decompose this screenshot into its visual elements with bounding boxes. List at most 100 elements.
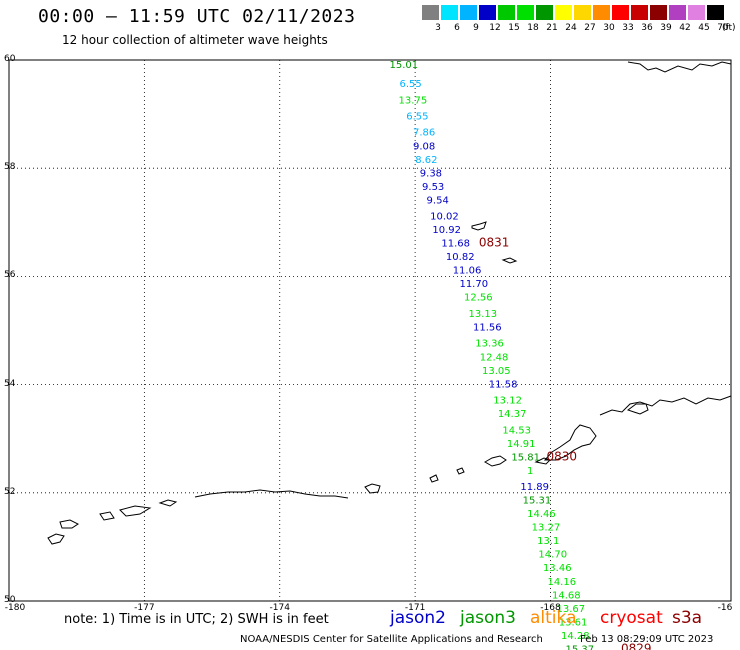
swh-value: 13.12 — [493, 396, 522, 407]
lat-tick-label: 50 — [4, 595, 16, 605]
legend-label: 27 — [584, 23, 596, 33]
lat-tick-label: 60 — [4, 54, 16, 64]
lon-tick-label: -174 — [269, 603, 290, 613]
mission-label: s3a — [672, 608, 703, 628]
legend-label: 24 — [565, 23, 577, 33]
legend-label: 12 — [489, 23, 501, 33]
alaska-mainland-coast — [627, 61, 732, 73]
swh-value: 14.28 — [561, 631, 590, 642]
swh-value: 13.1 — [537, 536, 559, 547]
lon-tick-label: -180 — [4, 603, 26, 613]
legend-unit: (ft) — [722, 23, 736, 33]
legend-label: 6 — [454, 23, 460, 33]
swh-value: 14.37 — [498, 409, 527, 420]
legend-swatch — [517, 5, 534, 20]
mission-label: cryosat — [600, 608, 663, 628]
swh-value: 14.16 — [547, 577, 576, 588]
note-text: note: 1) Time is in UTC; 2) SWH is in fe… — [64, 612, 329, 627]
footer-credit: NOAA/NESDIS Center for Satellite Applica… — [240, 634, 543, 645]
swh-value: 11.06 — [453, 266, 482, 277]
swh-value: 14.46 — [527, 509, 556, 520]
legend-swatch — [574, 5, 591, 20]
swh-value: 9.54 — [427, 195, 449, 206]
legend-swatch — [612, 5, 629, 20]
swh-value: 13.46 — [543, 563, 572, 574]
mission-label: jason3 — [460, 608, 516, 628]
swh-value: 6.55 — [406, 112, 428, 123]
alaska-peninsula — [599, 395, 732, 416]
swh-value: 13.75 — [399, 95, 428, 106]
unalaska-island — [543, 424, 597, 461]
swh-value: 13.27 — [532, 523, 561, 534]
coastline — [47, 61, 732, 545]
swh-value: 15.81 — [511, 452, 540, 463]
legend-label: 45 — [698, 23, 710, 33]
unimak-island — [626, 403, 649, 415]
swh-value: 12.56 — [464, 293, 493, 304]
near-islands — [59, 519, 79, 529]
swh-value: 13.61 — [559, 617, 588, 628]
mission-label: jason2 — [390, 608, 446, 628]
page-subtitle: 12 hour collection of altimeter wave hei… — [62, 33, 328, 47]
pass-time-label: 0829 — [621, 641, 652, 650]
legend-label: 3 — [435, 23, 441, 33]
mission-label: altika — [530, 608, 577, 628]
legend-label: 9 — [473, 23, 479, 33]
altimeter-observations: 15.01 6.55 13.75 6.55 7.86 9.08 8.62 9.38 9.53 9.… — [390, 60, 595, 650]
swh-value: 10.02 — [430, 212, 459, 223]
rat-islands — [158, 499, 178, 507]
lon-tick-label: -177 — [134, 603, 155, 613]
footer-timestamp: Feb 13 08:29:09 UTC 2023 — [580, 634, 714, 645]
umnak-island — [534, 457, 551, 465]
swh-value: 6.55 — [399, 79, 421, 90]
lat-tick-label: 52 — [4, 486, 16, 497]
lat-tick-label: 58 — [4, 162, 16, 173]
legend-swatch — [688, 5, 705, 20]
legend-swatch — [536, 5, 553, 20]
swh-value: 11.68 — [441, 239, 470, 250]
island-small-b — [429, 474, 439, 483]
swh-value: 11.89 — [520, 482, 549, 493]
swh-value: 9.38 — [420, 168, 442, 179]
legend-swatch — [669, 5, 686, 20]
amchitka-island — [119, 505, 152, 517]
swh-value: 12.48 — [480, 352, 509, 363]
st-george-island — [501, 257, 518, 264]
swh-value: 1 — [527, 466, 533, 477]
swh-value: 13.05 — [482, 366, 511, 377]
swh-value: 9.08 — [413, 141, 435, 152]
swh-value: 10.82 — [446, 252, 475, 263]
legend-swatch — [555, 5, 572, 20]
legend-label: 15 — [508, 23, 520, 33]
legend-label: 36 — [641, 23, 653, 33]
page-title: 00:00 – 11:59 UTC 02/11/2023 — [38, 6, 356, 27]
swh-value: 14.91 — [507, 439, 536, 450]
legend-swatch — [422, 5, 439, 20]
swh-value: 14.68 — [552, 590, 581, 601]
swh-value: 15.37 — [566, 644, 595, 650]
st-paul-island — [471, 221, 487, 231]
swh-value: 11.70 — [459, 279, 488, 290]
map-frame — [8, 59, 732, 602]
legend-swatch — [631, 5, 648, 20]
lon-tick-label: -171 — [404, 603, 426, 613]
swh-value: 13.36 — [475, 339, 504, 350]
andreanof-chain — [194, 489, 349, 499]
lon-tick-label: -168 — [540, 603, 561, 613]
legend-label: 42 — [679, 23, 691, 33]
swh-value: 13.13 — [468, 309, 497, 320]
legend-swatch — [441, 5, 458, 20]
swh-value: 15.31 — [523, 496, 552, 507]
swh-value: 8.62 — [415, 155, 437, 166]
swh-value: 14.70 — [538, 550, 567, 561]
legend-swatch — [707, 5, 724, 20]
swh-value: 13.67 — [556, 604, 585, 615]
swh-value: 7.86 — [413, 128, 435, 139]
lat-tick-label: 56 — [4, 270, 16, 281]
swh-value: 15.01 — [390, 60, 419, 71]
legend-label: 21 — [546, 23, 558, 33]
legend-swatch — [593, 5, 610, 20]
map-grid — [9, 60, 731, 601]
legend-label: 39 — [660, 23, 672, 33]
